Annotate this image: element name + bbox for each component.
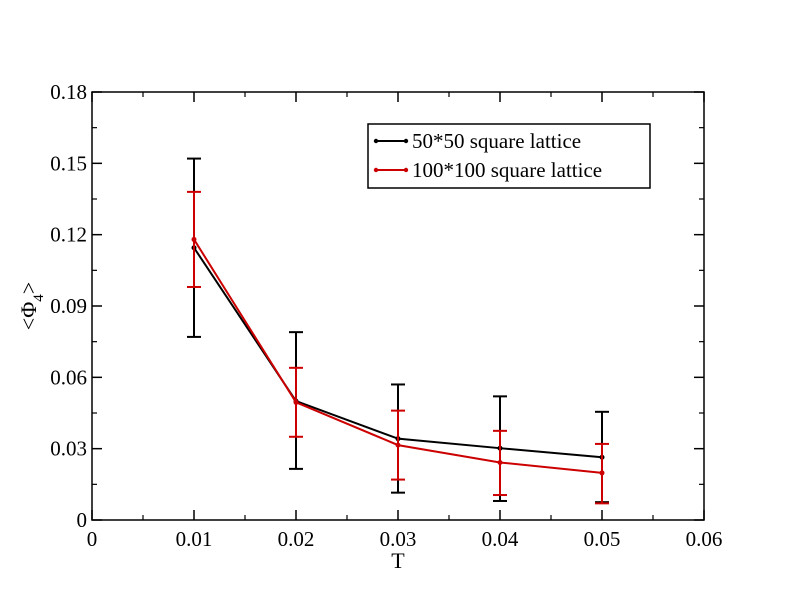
y-tick-label: 0.03 bbox=[50, 437, 87, 461]
data-point bbox=[191, 236, 197, 242]
x-tick-label: 0.02 bbox=[278, 527, 315, 551]
y-axis-title: <Φ4> bbox=[16, 282, 47, 330]
x-tick-label: 0.01 bbox=[176, 527, 213, 551]
x-tick-label: 0.04 bbox=[482, 527, 519, 551]
y-tick-label: 0.06 bbox=[50, 365, 87, 389]
legend-marker bbox=[373, 138, 379, 144]
y-tick-label: 0.12 bbox=[50, 223, 87, 247]
data-point bbox=[395, 442, 401, 448]
legend-box bbox=[367, 123, 651, 189]
series-group bbox=[187, 157, 609, 505]
y-tick-label: 0 bbox=[77, 508, 88, 532]
legend: 50*50 square lattice 100*100 square latti… bbox=[367, 123, 651, 189]
x-tick-label: 0.03 bbox=[380, 527, 417, 551]
x-axis-title: T bbox=[391, 548, 405, 573]
legend-label: 100*100 square lattice bbox=[412, 158, 602, 182]
y-tick-label: 0.09 bbox=[50, 294, 87, 318]
series-2 bbox=[187, 190, 609, 505]
data-point bbox=[599, 470, 605, 476]
x-tick-label: 0.05 bbox=[584, 527, 621, 551]
data-point bbox=[293, 399, 299, 405]
legend-marker bbox=[403, 138, 409, 144]
y-tick-label: 0.15 bbox=[50, 151, 87, 175]
legend-marker bbox=[373, 167, 379, 173]
legend-label: 50*50 square lattice bbox=[412, 129, 581, 153]
ticks-group: 0 0.01 0.02 0.03 0.04 0.05 0.06 0 0.03 0.06 0.09 0.… bbox=[50, 80, 722, 551]
x-tick-label: 0 bbox=[87, 527, 98, 551]
legend-marker bbox=[403, 167, 409, 173]
y-tick-label: 0.18 bbox=[50, 80, 87, 104]
data-point bbox=[497, 459, 503, 465]
y-axis-title-text: <Φ4> bbox=[16, 282, 47, 330]
x-tick-label: 0.06 bbox=[686, 527, 723, 551]
